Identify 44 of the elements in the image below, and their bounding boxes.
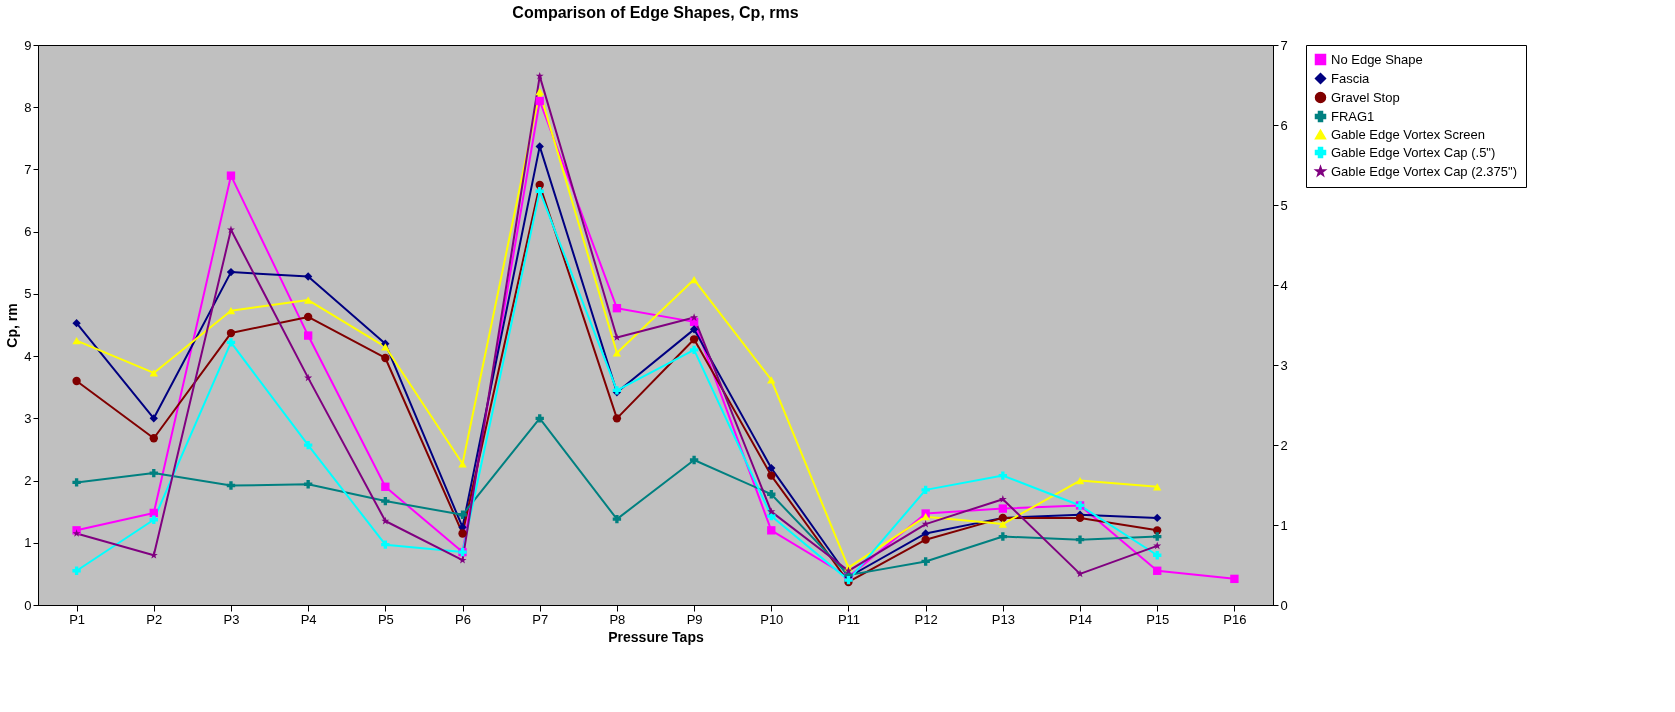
x-tick-label: P16 <box>1223 611 1247 627</box>
y2-tick-label: 4 <box>1280 277 1288 293</box>
y-tick-label: 1 <box>24 535 32 551</box>
y2-tick-label: 7 <box>1280 37 1288 53</box>
y-tick-label: 9 <box>24 37 32 53</box>
y2-tick-label: 2 <box>1280 437 1288 453</box>
x-tick-label: P10 <box>760 611 784 627</box>
legend-label: Gable Edge Vortex Screen <box>1331 126 1485 142</box>
y-tick-label: 4 <box>24 348 32 364</box>
x-tick-label: P5 <box>377 611 394 627</box>
legend-label: Gable Edge Vortex Cap (2.375") <box>1331 163 1518 179</box>
y-axis-title: Cp, rm <box>4 303 21 348</box>
x-tick-label: P7 <box>532 611 549 627</box>
x-tick-label: P1 <box>69 611 86 627</box>
legend-label: Fascia <box>1331 70 1371 86</box>
y-tick-label: 6 <box>24 224 32 240</box>
y-tick-label: 7 <box>24 161 32 177</box>
x-tick-label: P13 <box>991 611 1015 627</box>
y2-tick-label: 6 <box>1280 117 1288 133</box>
y2-tick-label: 0 <box>1280 597 1288 613</box>
legend-label: FRAG1 <box>1331 108 1375 124</box>
y2-tick-label: 3 <box>1280 357 1288 373</box>
x-tick-label: P11 <box>837 611 861 627</box>
legend-label: Gravel Stop <box>1331 89 1400 105</box>
x-tick-label: P9 <box>686 611 703 627</box>
x-tick-label: P15 <box>1146 611 1170 627</box>
chart-title: Comparison of Edge Shapes, Cp, rms <box>512 4 799 21</box>
x-tick-label: P4 <box>300 611 317 627</box>
x-tick-label: P2 <box>146 611 163 627</box>
y-tick-label: 2 <box>24 473 32 489</box>
x-tick-label: P8 <box>609 611 626 627</box>
x-axis-title: Pressure Taps <box>608 628 704 645</box>
x-tick-label: P14 <box>1068 611 1093 627</box>
y-tick-label: 8 <box>24 99 32 115</box>
legend-label: No Edge Shape <box>1331 51 1423 67</box>
legend-label: Gable Edge Vortex Cap (.5") <box>1331 144 1496 160</box>
y-tick-label: 0 <box>24 597 32 613</box>
y2-tick-label: 5 <box>1280 197 1288 213</box>
x-tick-label: P3 <box>223 611 240 627</box>
x-tick-label: P6 <box>455 611 471 627</box>
y2-tick-label: 1 <box>1280 517 1288 533</box>
x-tick-label: P12 <box>914 611 938 627</box>
y-tick-label: 5 <box>24 286 32 302</box>
y-tick-label: 3 <box>24 410 32 426</box>
